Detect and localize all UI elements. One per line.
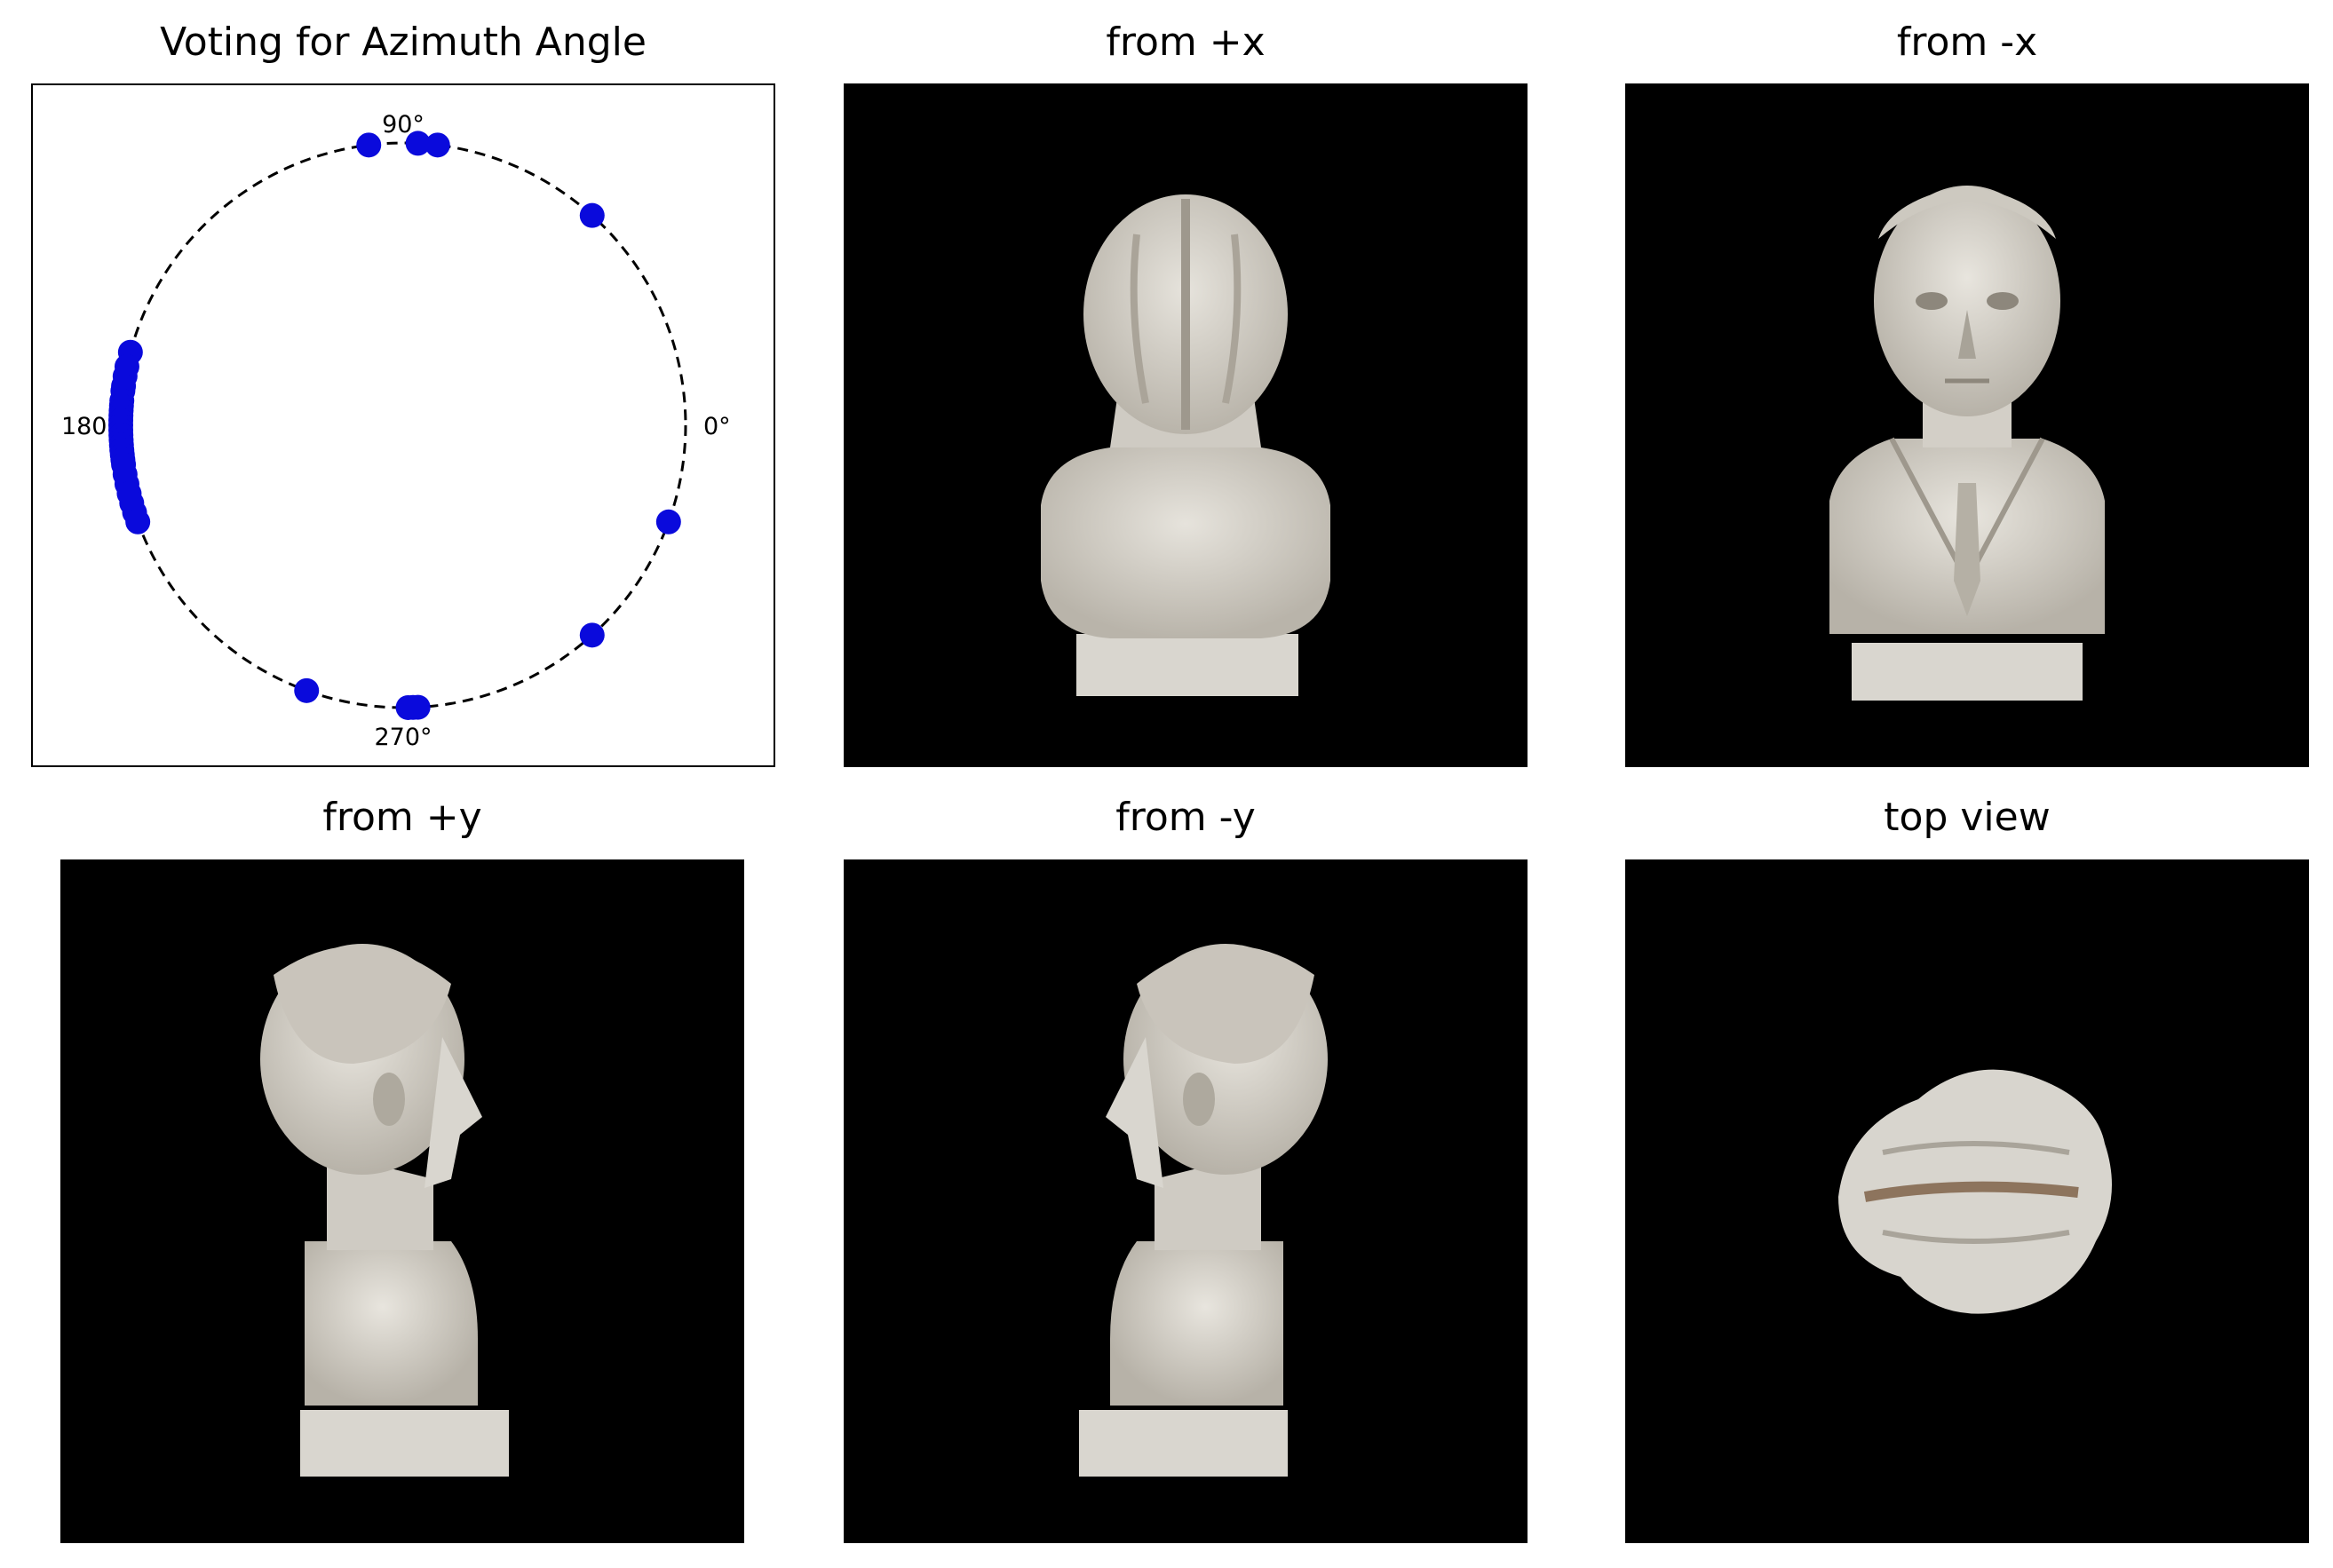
bust-profile-left-image — [1079, 944, 1328, 1477]
bust-profile-right-image — [260, 944, 509, 1477]
vote-point — [125, 509, 151, 535]
vote-point — [356, 132, 382, 158]
unit-circle — [119, 141, 687, 709]
vote-point — [579, 622, 605, 648]
vote-point — [425, 132, 450, 158]
panel-title-from-minus-y: from -y — [1115, 795, 1256, 840]
panel-title-from-plus-x: from +x — [1106, 20, 1266, 65]
panel-from-plus-y — [60, 859, 744, 1543]
bust-back-image — [1041, 194, 1330, 696]
panel-from-minus-x — [1625, 83, 2309, 767]
azimuth-vote-plot: 0°90°180°270° — [61, 111, 731, 751]
angle-tick-label: 0° — [703, 413, 731, 440]
bust-top-image — [1838, 1069, 2112, 1314]
panel-title-top-view: top view — [1884, 795, 2051, 840]
vote-point — [405, 131, 431, 156]
chart-title: Voting for Azimuth Angle — [160, 20, 647, 65]
vote-point — [401, 694, 426, 720]
panel-top-view — [1625, 859, 2309, 1543]
azimuth-vote-chart — [31, 83, 775, 767]
vote-point — [655, 509, 681, 535]
panel-from-plus-x — [844, 83, 1528, 767]
vote-point — [579, 202, 605, 228]
panel-title-from-plus-y: from +y — [322, 795, 482, 840]
angle-tick-label: 270° — [374, 724, 432, 751]
panel-title-from-minus-x: from -x — [1896, 20, 2038, 65]
bust-front-image — [1829, 186, 2105, 701]
panel-from-minus-y — [844, 859, 1528, 1543]
vote-point — [294, 677, 320, 703]
